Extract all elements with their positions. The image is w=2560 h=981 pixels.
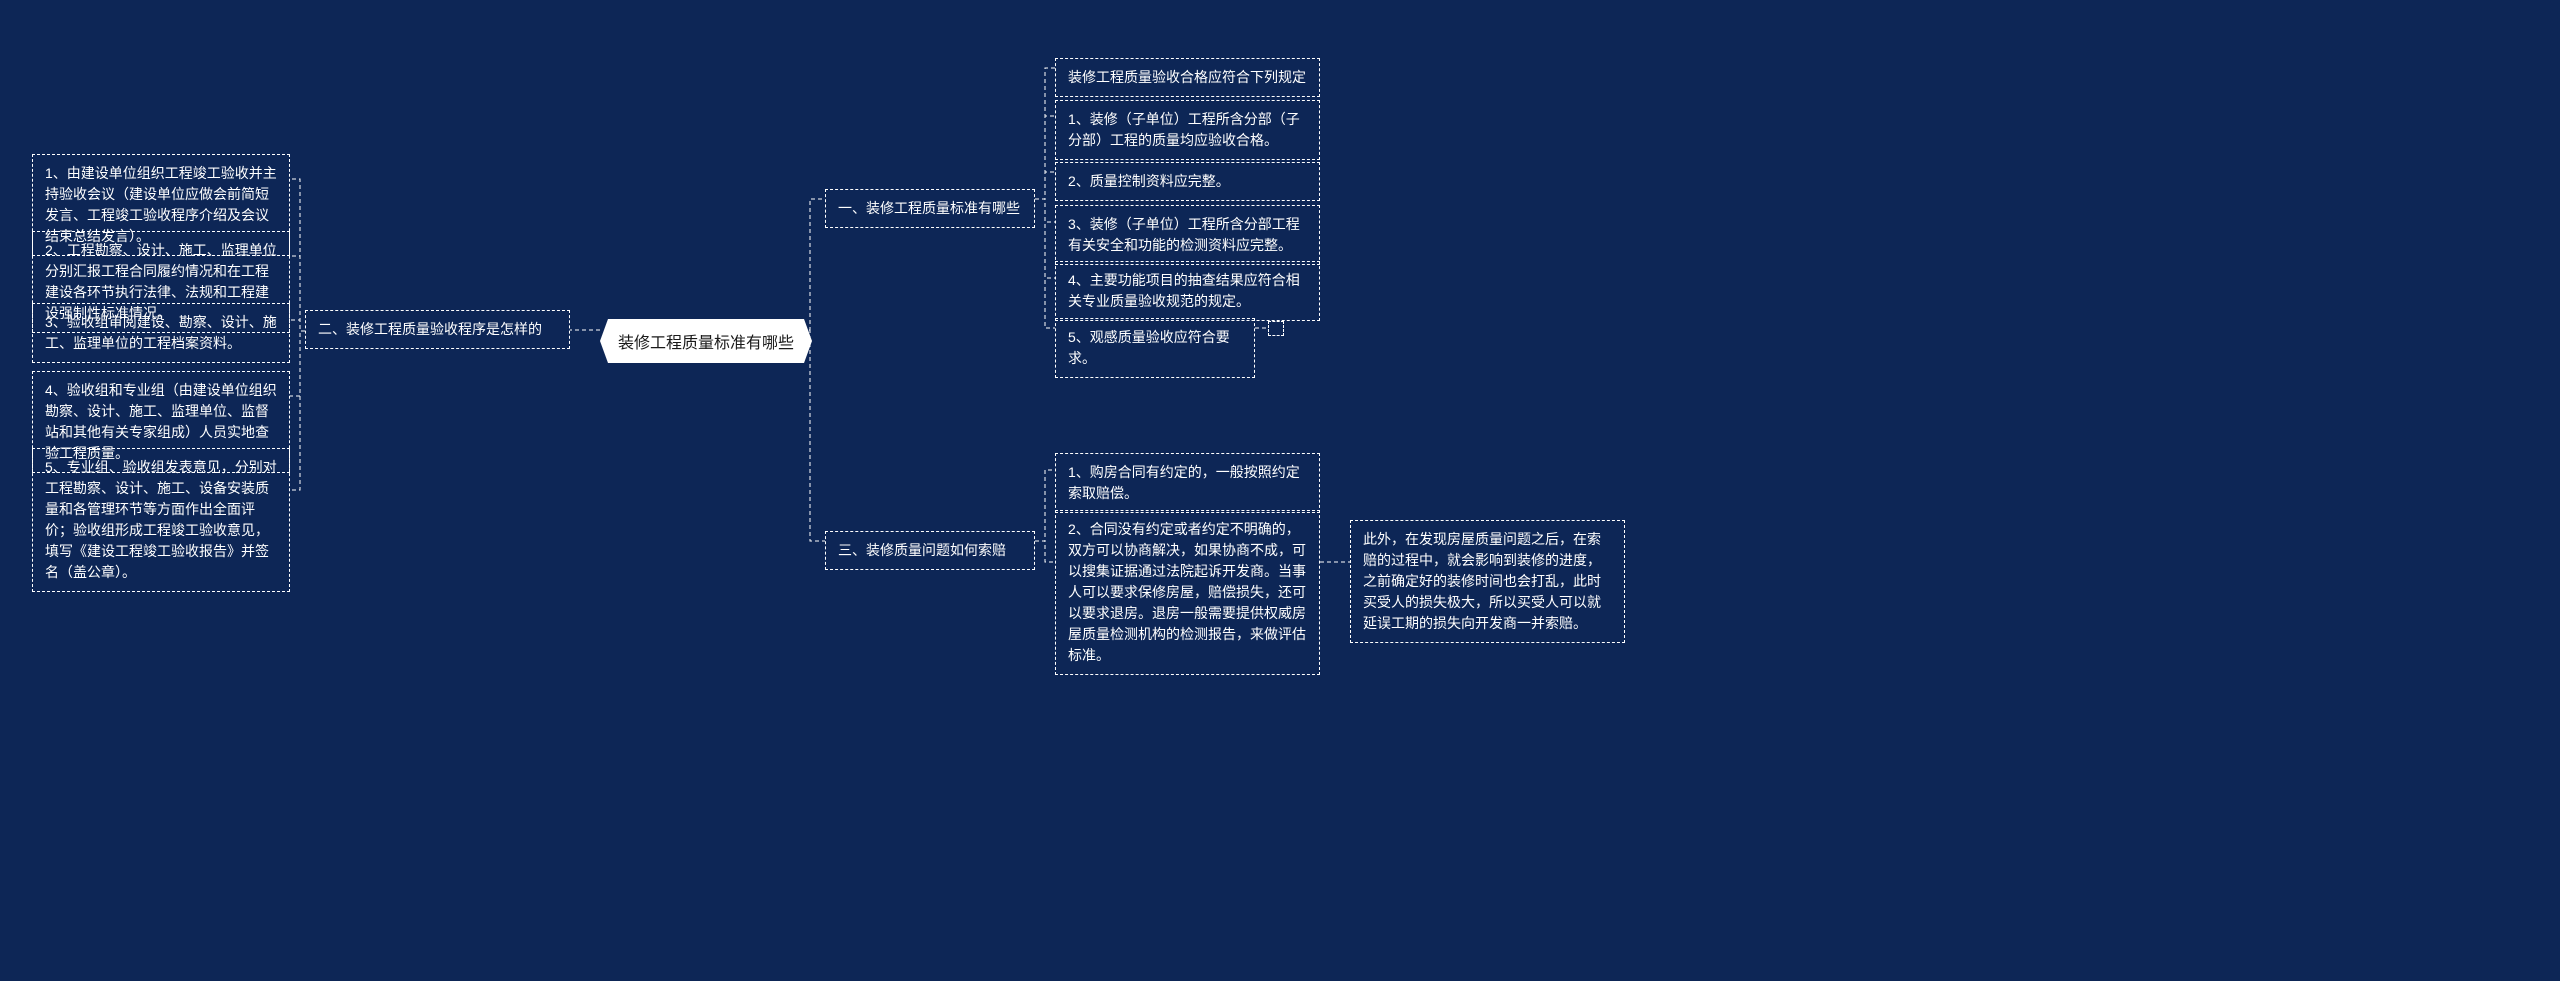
left-child-2-label: 3、验收组审阅建设、勘察、设计、施工、监理单位的工程档案资料。 [45, 314, 277, 351]
r1-child-2-label: 2、质量控制资料应完整。 [1068, 173, 1230, 189]
r1-child-0: 装修工程质量验收合格应符合下列规定 [1055, 58, 1320, 97]
branch-left-label: 二、装修工程质量验收程序是怎样的 [318, 321, 542, 337]
r1-child-3-label: 3、装修（子单位）工程所含分部工程有关安全和功能的检测资料应完整。 [1068, 216, 1300, 253]
r2-child-0-label: 1、购房合同有约定的，一般按照约定索取赔偿。 [1068, 464, 1300, 501]
left-child-2: 3、验收组审阅建设、勘察、设计、施工、监理单位的工程档案资料。 [32, 303, 290, 363]
r2-child-0: 1、购房合同有约定的，一般按照约定索取赔偿。 [1055, 453, 1320, 513]
r2-child-1-extra-label: 此外，在发现房屋质量问题之后，在索赔的过程中，就会影响到装修的进度，之前确定好的… [1363, 531, 1601, 631]
r1-child-0-label: 装修工程质量验收合格应符合下列规定 [1068, 69, 1306, 85]
r2-child-1-extra: 此外，在发现房屋质量问题之后，在索赔的过程中，就会影响到装修的进度，之前确定好的… [1350, 520, 1625, 643]
branch-right-2: 三、装修质量问题如何索赔 [825, 531, 1035, 570]
left-child-4: 5、专业组、验收组发表意见，分别对工程勘察、设计、施工、设备安装质量和各管理环节… [32, 448, 290, 592]
r1-child-4-label: 4、主要功能项目的抽查结果应符合相关专业质量验收规范的规定。 [1068, 272, 1300, 309]
r1-child-5: 5、观感质量验收应符合要求。 [1055, 318, 1255, 378]
r1-child-2: 2、质量控制资料应完整。 [1055, 162, 1320, 201]
r1-child-4: 4、主要功能项目的抽查结果应符合相关专业质量验收规范的规定。 [1055, 261, 1320, 321]
branch-right-2-label: 三、装修质量问题如何索赔 [838, 542, 1006, 558]
root-label: 装修工程质量标准有哪些 [618, 335, 794, 352]
r2-child-1-label: 2、合同没有约定或者约定不明确的，双方可以协商解决，如果协商不成，可以搜集证据通… [1068, 521, 1306, 663]
r1-child-1: 1、装修（子单位）工程所含分部（子分部）工程的质量均应验收合格。 [1055, 100, 1320, 160]
branch-right-1: 一、装修工程质量标准有哪些 [825, 189, 1035, 228]
r1-child-5-extra [1268, 321, 1284, 336]
r1-child-1-label: 1、装修（子单位）工程所含分部（子分部）工程的质量均应验收合格。 [1068, 111, 1300, 148]
branch-right-1-label: 一、装修工程质量标准有哪些 [838, 200, 1020, 216]
r2-child-1: 2、合同没有约定或者约定不明确的，双方可以协商解决，如果协商不成，可以搜集证据通… [1055, 510, 1320, 675]
r1-child-3: 3、装修（子单位）工程所含分部工程有关安全和功能的检测资料应完整。 [1055, 205, 1320, 265]
r1-child-5-label: 5、观感质量验收应符合要求。 [1068, 329, 1230, 366]
left-child-4-label: 5、专业组、验收组发表意见，分别对工程勘察、设计、施工、设备安装质量和各管理环节… [45, 459, 277, 580]
root-node: 装修工程质量标准有哪些 [600, 319, 812, 363]
branch-left: 二、装修工程质量验收程序是怎样的 [305, 310, 570, 349]
